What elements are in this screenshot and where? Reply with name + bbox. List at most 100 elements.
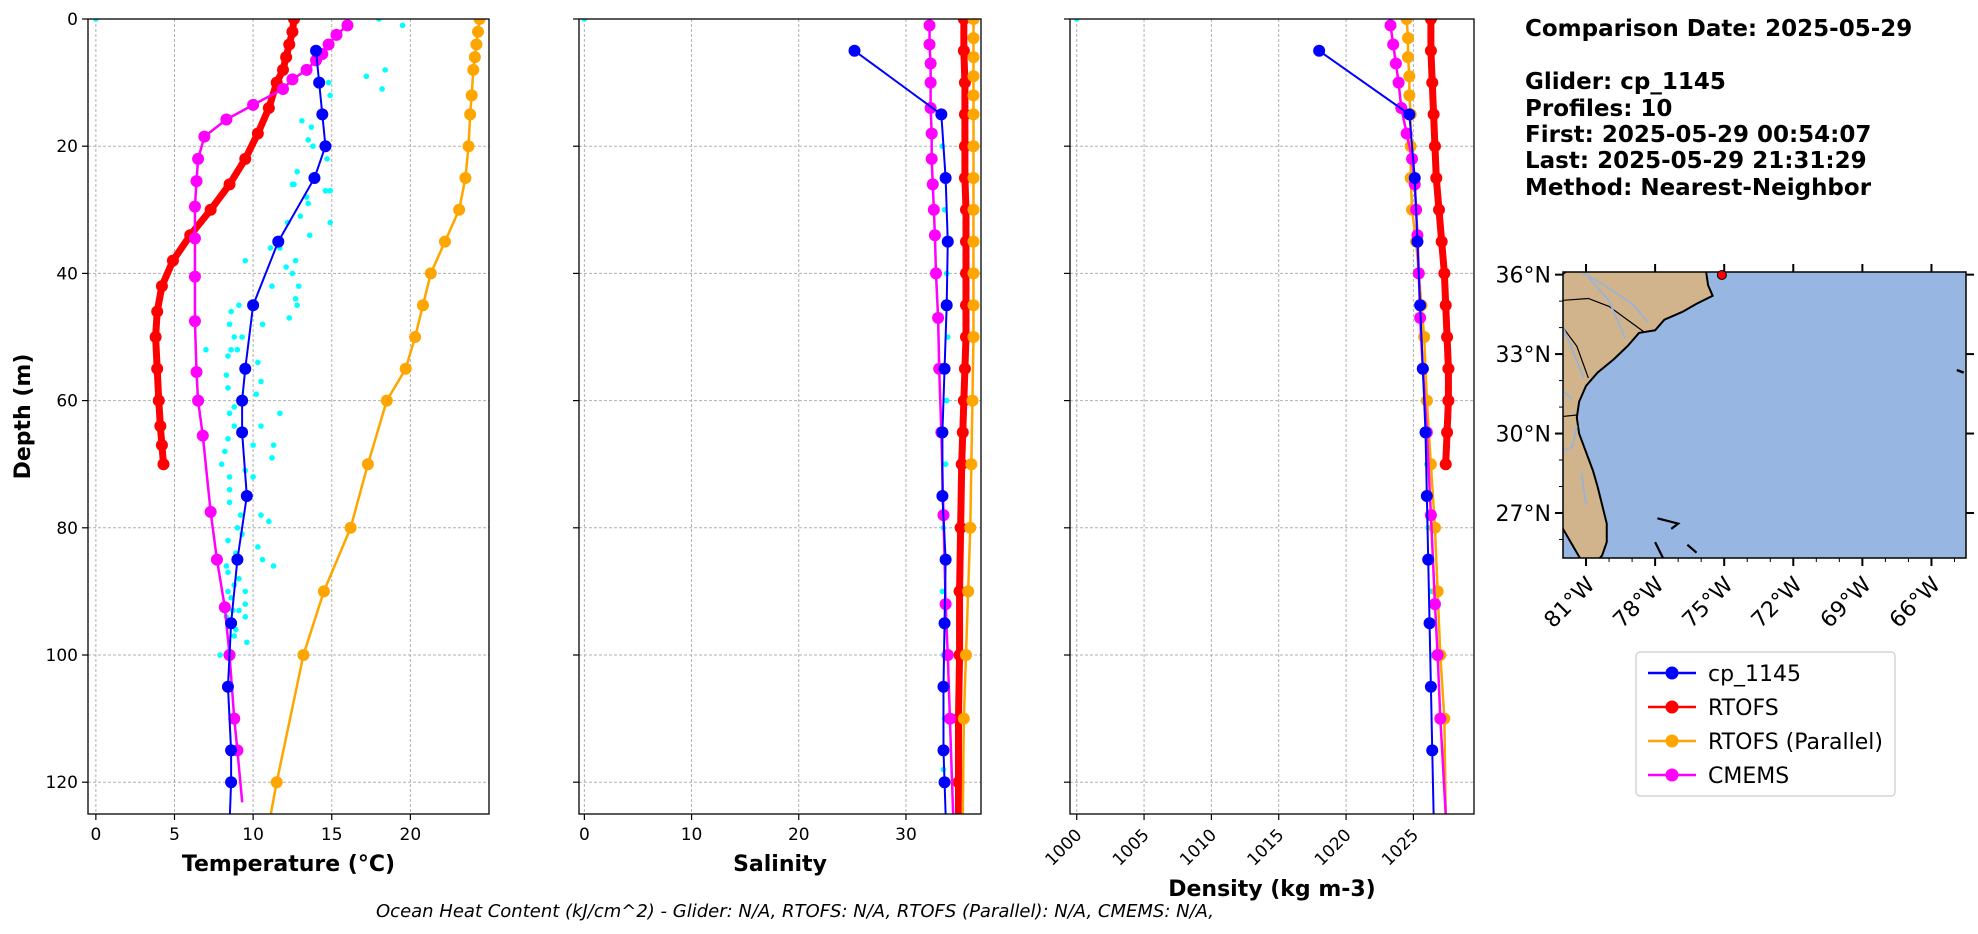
raw-glider-point [299, 117, 305, 124]
raw-glider-point [225, 435, 231, 442]
series-point-parallel [424, 267, 437, 280]
series-point-rtofs [157, 458, 170, 471]
series-point-glider [940, 299, 953, 312]
series-point-cmems [1431, 649, 1444, 661]
series-point-parallel [468, 51, 481, 64]
y-axis-title: Depth (m) [11, 354, 36, 480]
raw-glider-point [223, 563, 230, 569]
series-point-rtofs [1441, 331, 1454, 343]
series-point-parallel [967, 267, 980, 280]
raw-glider-point [226, 486, 233, 493]
series-point-cmems [923, 19, 936, 32]
y-tick-label: 120 [46, 773, 78, 793]
series-point-rtofs [151, 362, 164, 375]
series-point-rtofs [1442, 394, 1455, 407]
raw-glider-point [226, 321, 233, 328]
series-point-rtofs [952, 776, 965, 789]
series-point-glider [313, 76, 326, 89]
lon-label: 81°W [1540, 572, 1601, 633]
series-point-parallel [1402, 51, 1415, 64]
series-point-parallel [967, 331, 980, 343]
series-point-parallel [317, 585, 330, 598]
series-point-parallel [462, 140, 475, 153]
raw-glider-point [93, 19, 99, 22]
series-point-parallel [959, 649, 972, 661]
series-point-rtofs [166, 254, 179, 267]
raw-glider-point [242, 588, 249, 595]
x-tick-label: 1020 [1311, 825, 1356, 870]
legend-marker [1665, 666, 1679, 680]
raw-glider-point [234, 346, 241, 353]
raw-glider-point [225, 569, 231, 576]
axes-frame [87, 18, 490, 815]
legend-marker [1665, 700, 1679, 714]
raw-glider-point [239, 334, 245, 340]
raw-glider-point [289, 270, 296, 277]
series-point-rtofs [1427, 108, 1440, 121]
series-point-glider [239, 362, 252, 375]
raw-glider-point [236, 302, 242, 309]
series-point-cmems [943, 712, 956, 725]
raw-glider-point [223, 372, 230, 378]
raw-glider-point [226, 474, 233, 480]
series-point-glider [316, 108, 329, 121]
series-point-glider [941, 235, 954, 248]
y-tick-label: 0 [67, 10, 78, 30]
island [1686, 543, 1698, 554]
series-point-parallel [967, 19, 980, 25]
series-point-glider [247, 299, 260, 312]
series-point-rtofs [155, 439, 168, 452]
raw-glider-point [267, 245, 274, 251]
series-point-rtofs [1439, 458, 1452, 471]
raw-glider-point [294, 168, 300, 175]
raw-glider-point [236, 607, 242, 614]
series-point-glider [848, 44, 861, 57]
series-line-parallel [269, 19, 481, 814]
series-point-cmems [188, 232, 201, 245]
series-point-glider [1420, 490, 1433, 502]
series-point-glider [225, 617, 238, 630]
plot-area [1073, 19, 1455, 814]
river [1563, 425, 1578, 452]
x-tick-label: 1000 [1042, 825, 1087, 870]
raw-glider-point [242, 257, 249, 264]
lon-label: 75°W [1678, 572, 1739, 633]
series-point-cmems [192, 152, 205, 165]
series-point-cmems [218, 601, 231, 614]
raw-glider-point [294, 302, 300, 309]
y-tick-label: 40 [56, 264, 78, 284]
series-point-rtofs [204, 203, 217, 216]
legend-marker [1665, 768, 1679, 782]
legend-label: cp_1145 [1708, 662, 1801, 687]
series-point-glider [937, 680, 950, 693]
series-point-rtofs [151, 305, 164, 318]
glider-name: Glider: cp_1145 [1525, 69, 1726, 95]
series-point-cmems [1387, 38, 1400, 51]
series-point-parallel [962, 585, 975, 598]
raw-glider-point [228, 346, 234, 353]
series-point-glider [938, 776, 951, 789]
lon-label: 78°W [1609, 572, 1670, 633]
river [1580, 272, 1649, 323]
series-point-glider [231, 553, 244, 566]
series-point-cmems [210, 553, 223, 566]
series-point-parallel [967, 140, 980, 153]
x-axis-title: Temperature (°C) [182, 852, 395, 877]
raw-glider-point [225, 588, 231, 595]
series-point-rtofs [958, 76, 971, 89]
map-frame [1562, 271, 1967, 559]
series-point-parallel [467, 63, 480, 76]
x-tick-label: 0 [90, 825, 101, 845]
bermuda [1956, 368, 1965, 374]
series-point-glider [1426, 744, 1439, 757]
series-point-cmems [341, 19, 354, 32]
series-point-cmems [198, 130, 211, 143]
map-inset: 36°N 33°N 30°N 27°N 81°W 78°W 75°W 72°W 69°W 66°W [1496, 264, 1974, 633]
raw-glider-point [225, 537, 231, 544]
series-point-parallel [957, 712, 970, 725]
raw-glider-point [259, 321, 266, 328]
series-point-cmems [228, 712, 241, 725]
series-point-rtofs [1441, 426, 1454, 439]
